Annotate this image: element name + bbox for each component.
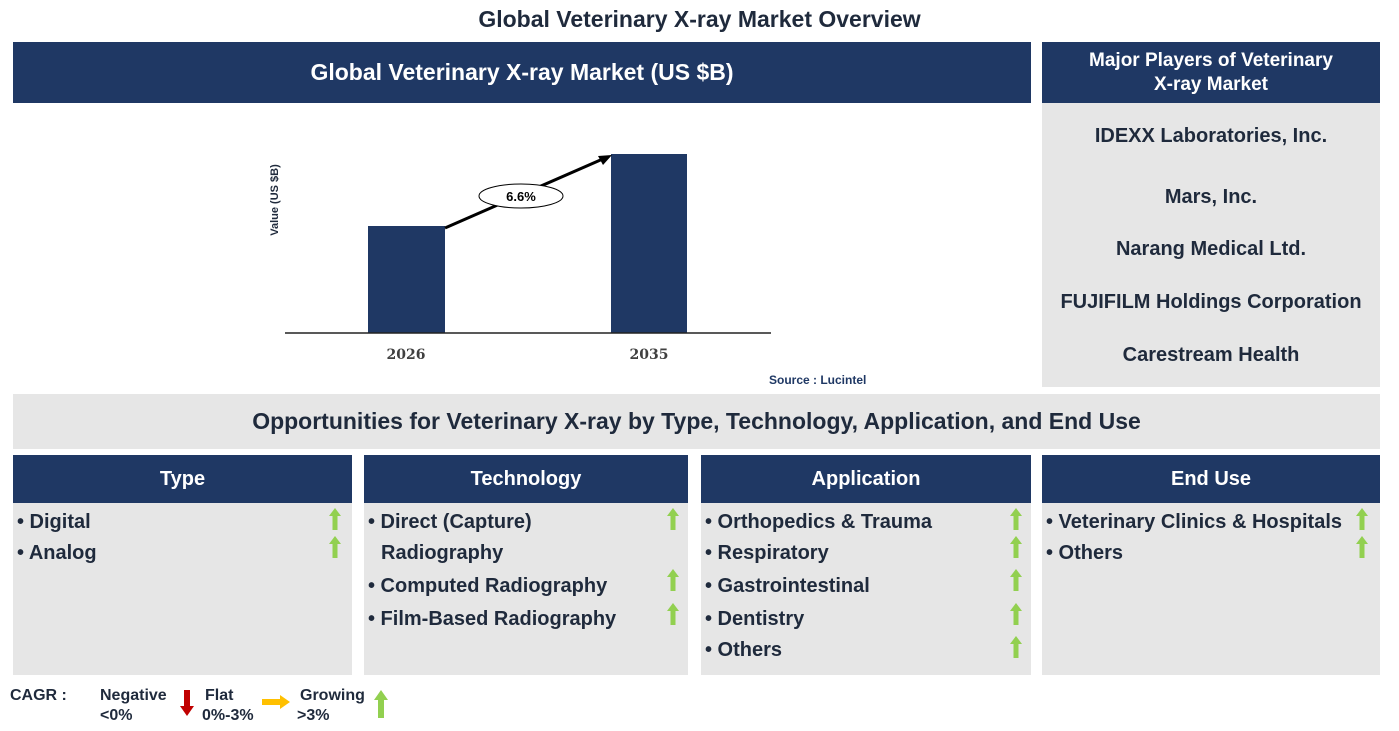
legend-negative-range: <0%: [100, 707, 133, 724]
legend-flat-name: Flat: [205, 687, 234, 704]
segment-header-application: Application: [701, 455, 1031, 503]
segment-body-type: • Digital • Analog: [13, 503, 352, 675]
cagr-value: 6.6%: [506, 189, 536, 204]
segment-item: • Veterinary Clinics & Hospitals: [1046, 511, 1342, 533]
legend-growing-name: Growing: [300, 687, 365, 704]
players-header-line1: Major Players of Veterinary: [1089, 49, 1333, 71]
x-tick-2026: 2026: [387, 347, 426, 363]
players-list: IDEXX Laboratories, Inc. Mars, Inc. Nara…: [1042, 103, 1380, 387]
growing-arrow-icon: [374, 690, 388, 718]
segment-item-continuation: Radiography: [381, 542, 504, 564]
growing-arrow-icon: [329, 508, 341, 530]
player-item: FUJIFILM Holdings Corporation: [1060, 291, 1362, 313]
segment-body-application: • Orthopedics & Trauma • Respiratory • G…: [701, 503, 1031, 675]
segment-item: • Dentistry: [705, 608, 805, 630]
segment-header-technology: Technology: [364, 455, 688, 503]
growing-arrow-icon: [1010, 536, 1022, 558]
y-axis-label: Value (US $B): [269, 164, 281, 236]
player-item: IDEXX Laboratories, Inc.: [1094, 125, 1328, 147]
player-item: Mars, Inc.: [1164, 186, 1258, 208]
bar-2026: [368, 226, 445, 333]
segment-item: • Computed Radiography: [368, 575, 608, 597]
segment-item: • Others: [1046, 542, 1124, 564]
player-item: Narang Medical Ltd.: [1115, 238, 1307, 260]
growing-arrow-icon: [1356, 536, 1368, 558]
growing-arrow-icon: [667, 569, 679, 591]
segment-body-end-use: • Veterinary Clinics & Hospitals • Other…: [1042, 503, 1380, 675]
segment-item: • Analog: [17, 542, 97, 564]
segment-item: • Direct (Capture): [368, 511, 532, 533]
segment-item: • Orthopedics & Trauma: [705, 511, 933, 533]
growing-arrow-icon: [1010, 569, 1022, 591]
segment-item: • Gastrointestinal: [705, 575, 870, 597]
segment-item: • Film-Based Radiography: [368, 608, 617, 630]
growing-arrow-icon: [1010, 636, 1022, 658]
segment-header-end-use: End Use: [1042, 455, 1380, 503]
players-header-line2: X-ray Market: [1153, 73, 1269, 95]
players-header: Major Players of Veterinary X-ray Market: [1042, 42, 1380, 103]
legend-growing-range: >3%: [297, 707, 330, 724]
x-tick-2035: 2035: [630, 347, 669, 363]
legend-negative-name: Negative: [100, 687, 167, 704]
growing-arrow-icon: [667, 508, 679, 530]
segment-item: • Others: [705, 639, 783, 661]
cagr-bubble: [478, 183, 564, 209]
bar-2035: [611, 154, 687, 333]
growing-arrow-icon: [1356, 508, 1368, 530]
legend-flat-range: 0%-3%: [202, 707, 254, 724]
negative-arrow-icon: [180, 690, 194, 716]
player-item: Carestream Health: [1122, 344, 1300, 366]
source-note: Source : Lucintel: [769, 373, 867, 387]
legend-label: CAGR :: [10, 687, 67, 704]
segment-body-technology: • Direct (Capture) Radiography • Compute…: [364, 503, 688, 675]
bar-chart: Value (US $B) 2026 2035 6.6%: [269, 154, 771, 363]
legend-negative: Negative <0%: [100, 686, 167, 726]
flat-arrow-icon: [262, 695, 290, 709]
growing-arrow-icon: [1010, 508, 1022, 530]
segment-header-type: Type: [13, 455, 352, 503]
opportunities-header: Opportunities for Veterinary X-ray by Ty…: [13, 394, 1380, 449]
legend-flat: Flat 0%-3%: [202, 686, 254, 726]
growing-arrow-icon: [667, 603, 679, 625]
legend-growing: Growing >3%: [297, 686, 365, 726]
growing-arrow-icon: [1010, 603, 1022, 625]
segment-item: • Digital: [17, 511, 91, 533]
chart-header: Global Veterinary X-ray Market (US $B): [13, 42, 1031, 103]
page-title: Global Veterinary X-ray Market Overview: [478, 6, 921, 32]
growing-arrow-icon: [329, 536, 341, 558]
cagr-arrow-head-icon: [598, 155, 612, 165]
segment-item: • Respiratory: [705, 542, 829, 564]
